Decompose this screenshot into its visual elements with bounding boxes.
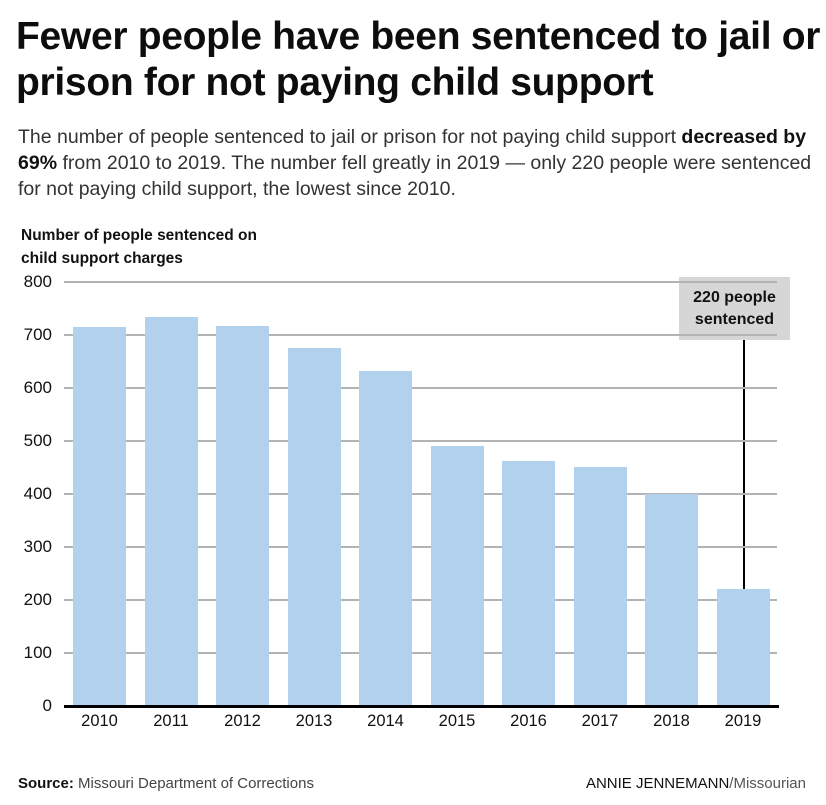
subtitle-highlight: decreased by 69% [18,126,807,174]
chart-subtitle: The number of people sentenced to jail o… [18,124,818,202]
y-tick-label: 500 [23,431,52,450]
gridline [64,493,777,495]
bar-2014 [359,371,412,706]
y-tick-label: 100 [23,643,52,662]
source-note: Source: Missouri Department of Correctio… [18,775,314,792]
y-tick-label: 700 [23,325,52,344]
x-tick-label: 2018 [653,712,690,730]
x-axis-baseline [64,705,779,708]
credit-note: ANNIE JENNEMANN/Missourian [586,775,806,792]
gridline [64,546,777,548]
x-tick-label: 2012 [224,712,261,730]
gridline [64,334,777,336]
bar-2019 [716,589,770,706]
bar-2012 [216,325,269,706]
x-tick-label: 2013 [295,712,333,730]
y-axis-label: Number of people sentenced on child supp… [21,227,257,267]
gridline [64,652,777,654]
subtitle-text-rest: from 2010 to 2019. The number fell great… [18,152,812,200]
x-tick-label: 2017 [581,712,619,730]
y-tick-label: 200 [23,590,52,609]
chart-title: Fewer people have been sentenced to jail… [16,15,821,104]
y-tick-label: 300 [23,537,52,556]
bar-2017 [573,466,627,706]
gridline [64,281,777,283]
y-tick-label: 800 [23,272,52,291]
x-tick-label: 2015 [438,712,476,730]
y-tick-label: 400 [23,484,52,503]
gridline [64,599,777,601]
y-tick-label: 0 [42,696,52,715]
source-label: Source: [18,775,74,792]
credit-name: ANNIE JENNEMANN [585,775,730,792]
annotation-leader-line [743,340,745,590]
x-tick-label: 2019 [724,712,762,730]
bar-2016 [502,460,555,706]
source-text: Missouri Department of Corrections [73,775,314,792]
gridline [64,387,777,389]
bar-2015 [430,445,484,706]
bar-2018 [645,494,698,706]
x-tick-label: 2010 [81,712,118,730]
annotation-box: 220 people sentenced [679,277,790,340]
y-tick-label: 600 [23,378,52,397]
gridline [64,440,777,442]
x-tick-label: 2014 [367,712,404,730]
annotation-text: 220 people sentenced [693,288,776,328]
subtitle-text: The number of people sentenced to jail o… [18,126,682,148]
bar-2010 [73,327,126,706]
bar-2011 [144,316,198,706]
x-tick-label: 2011 [153,712,189,730]
credit-publication: /Missourian [729,775,806,792]
bar-2013 [287,347,341,706]
x-tick-label: 2016 [510,712,547,730]
